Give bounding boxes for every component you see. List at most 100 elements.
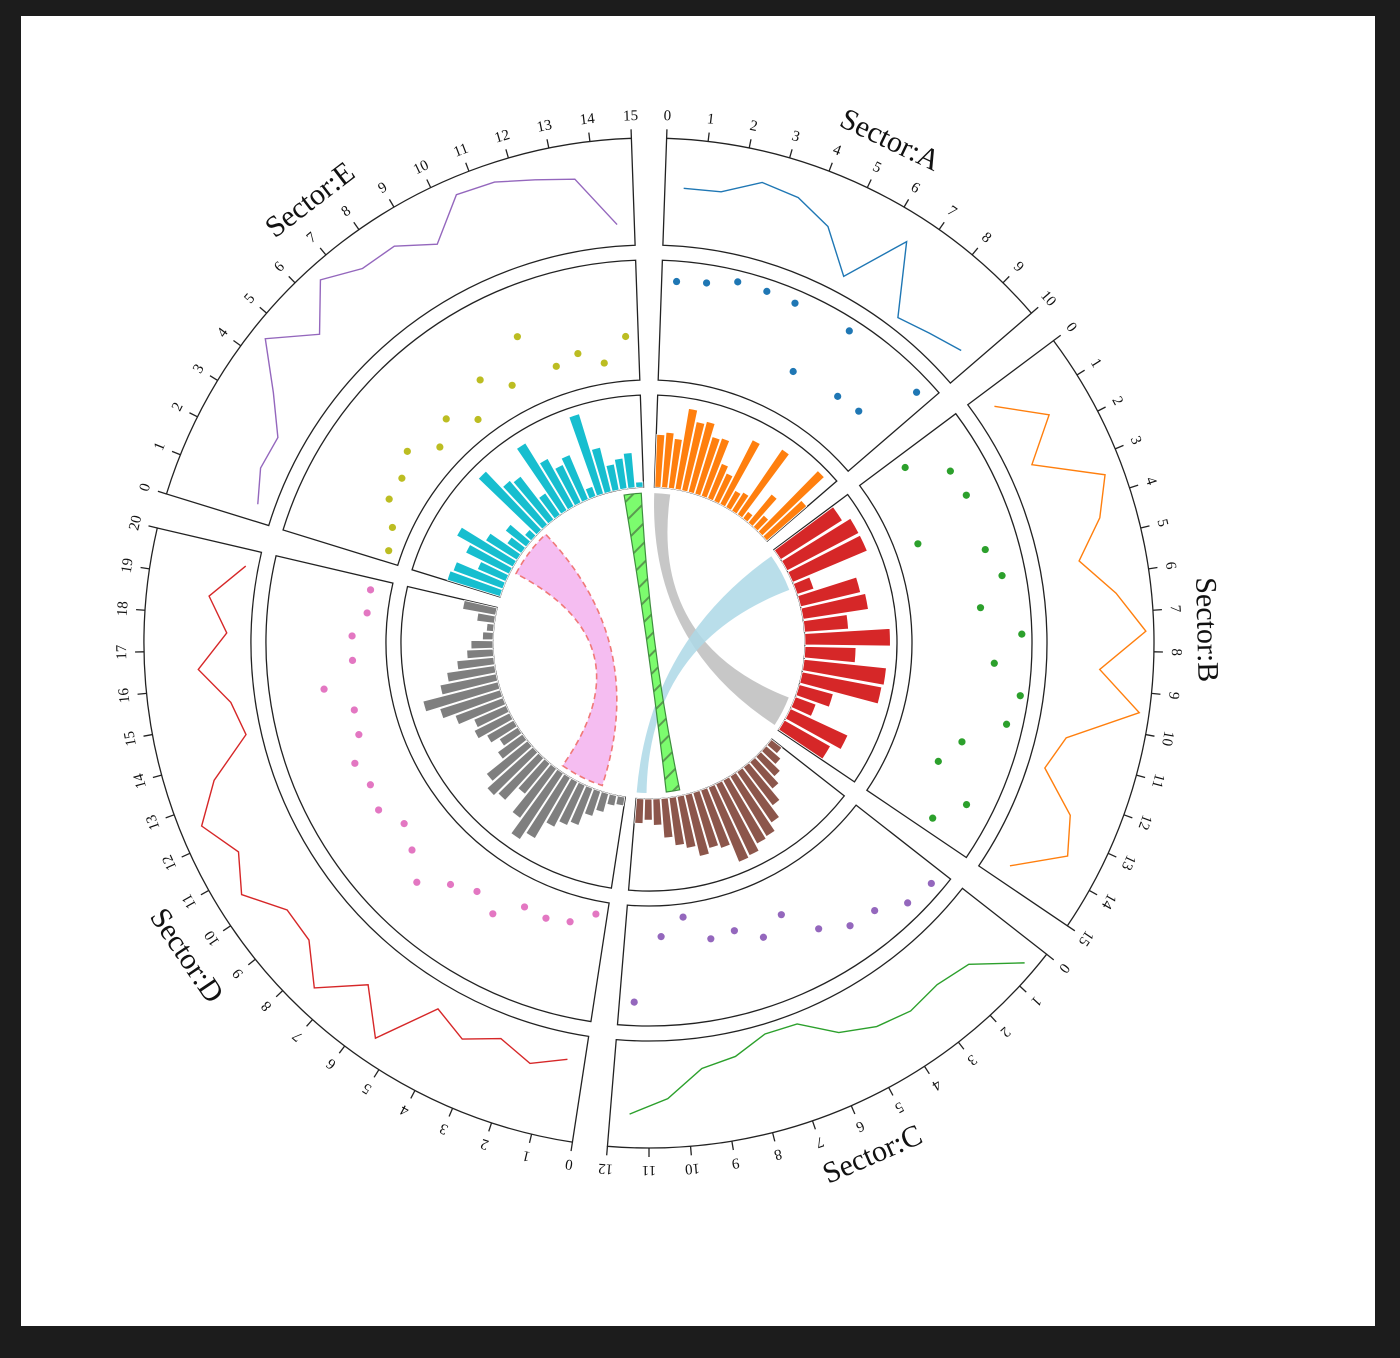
sector-d-bar	[486, 746, 539, 797]
sector-e-bar	[456, 526, 517, 568]
sector-a-tick-label: 2	[748, 118, 759, 135]
sector-d-tick-label: 4	[397, 1101, 412, 1119]
sector-c-tick	[771, 1132, 776, 1142]
sector-e-bar	[446, 570, 503, 598]
sector-d-bar	[473, 704, 510, 729]
sector-b-tick-label: 0	[1062, 320, 1079, 336]
sector-e-tick	[505, 149, 510, 159]
sector-e-tick	[546, 139, 550, 149]
sector-c-bar	[700, 787, 731, 849]
sector-e-bar	[523, 528, 537, 542]
sector-e-point	[508, 381, 516, 389]
sector-d-bar	[545, 777, 579, 828]
sector-c-tick-label: 8	[772, 1145, 783, 1162]
sector-e-bar	[465, 543, 513, 575]
sector-a-bar	[667, 437, 683, 490]
sector-d-tick	[148, 525, 158, 529]
sector-d-point	[363, 609, 371, 617]
sector-b-tick	[1145, 733, 1155, 737]
sector-c-point	[815, 925, 823, 933]
sector-d-tick-label: 11	[179, 891, 200, 911]
sector-a-bar	[674, 408, 699, 491]
sector-b-tick-label: 6	[1162, 561, 1179, 571]
sector-a-bar	[661, 431, 675, 489]
sector-d-bar	[583, 788, 602, 817]
sector-b-bar	[773, 506, 844, 561]
sector-d-bar	[446, 665, 497, 683]
sector-b-tick-label: 3	[1127, 434, 1145, 447]
sector-d-tick-label: 8	[258, 998, 275, 1014]
links-layer	[514, 492, 790, 793]
sector-c-bar	[715, 780, 760, 857]
sector-b-tick	[1140, 525, 1150, 529]
sector-c-points-track	[616, 804, 952, 1027]
sector-e-point	[385, 547, 393, 555]
sector-a-tick-label: 9	[1010, 259, 1027, 276]
sector-c-bar	[676, 794, 697, 849]
sector-a-tick	[971, 247, 979, 256]
sector-b-bar	[802, 614, 849, 633]
sector-d-tick-label: 12	[159, 852, 180, 872]
sector-b-bar	[792, 576, 815, 595]
sector-d-tick	[143, 733, 153, 737]
sector-d-tick-label: 7	[289, 1027, 306, 1044]
sector-d-tick-label: 1	[521, 1147, 532, 1164]
sector-d-tick-label: 20	[126, 514, 145, 532]
sector-b-point	[1016, 692, 1024, 700]
sector-b-point	[962, 800, 971, 809]
sector-c-tick	[923, 1065, 930, 1075]
sector-e-tick	[588, 132, 591, 142]
sector-b-tick-label: 7	[1167, 605, 1183, 614]
sector-e-bar	[605, 463, 620, 492]
sector-d-tick	[306, 1019, 314, 1027]
sector-e-bar	[452, 561, 506, 590]
sector-a-tick	[707, 132, 710, 142]
sector-d-label: Sector:D	[143, 902, 230, 1009]
sector-a-line-series	[683, 181, 962, 352]
sector-d-tick	[570, 1142, 574, 1152]
sector-d-bar	[470, 640, 494, 650]
sector-c-bar	[742, 762, 781, 807]
sector-d-point	[348, 632, 356, 640]
sector-c-line-track	[606, 887, 1048, 1149]
sector-d-tick-label: 14	[131, 771, 150, 790]
sector-e-point	[513, 333, 521, 341]
sector-e-bar	[504, 523, 532, 548]
sector-b-bar	[800, 593, 869, 620]
sector-a-bar	[700, 437, 731, 499]
sector-d-tick	[410, 1090, 416, 1099]
sector-c-point	[657, 933, 665, 941]
sector-b-tick	[1123, 814, 1133, 819]
sector-b-tick	[1067, 925, 1076, 932]
sector-e-bar	[512, 475, 555, 525]
sector-c-bar	[736, 767, 781, 824]
sector-e-tick	[209, 375, 218, 381]
sector-c-tick-label: 10	[684, 1160, 700, 1177]
sector-a-bar	[713, 472, 734, 505]
sector-a-point	[855, 407, 863, 415]
sector-a-point	[672, 277, 681, 286]
sector-b-tick	[1076, 369, 1085, 376]
sector-c-point	[630, 998, 638, 1006]
sector-e-tick-label: 0	[137, 482, 155, 494]
sector-a-points-track	[657, 259, 940, 473]
sector-d-bar	[525, 773, 572, 840]
sector-c-tick-label: 12	[597, 1160, 613, 1177]
sector-d-tick	[247, 958, 256, 966]
sector-d-tick-label: 5	[360, 1080, 375, 1098]
sector-d-bar	[595, 791, 610, 813]
sector-d-tick	[338, 1045, 346, 1054]
sector-a-bar	[694, 436, 721, 497]
sector-a-bar	[762, 499, 808, 542]
sector-d-point	[366, 586, 375, 594]
sector-d-tick-label: 18	[115, 601, 132, 617]
sector-c-tick	[689, 1146, 692, 1156]
chart-panel: 0 1 2 3 4 5 6 7 8 9 10 0 1 2 3 4 5 6 7 8 9 10 11 12 13 14 15 0 1 2 3 4 5…	[21, 16, 1375, 1326]
sector-e-tick	[319, 247, 327, 256]
sector-d-points-track	[265, 554, 610, 1023]
sector-c-point	[846, 922, 854, 930]
sector-d-point	[446, 880, 455, 889]
sector-c-point	[871, 907, 879, 915]
sector-d-tick-label: 2	[479, 1135, 491, 1153]
sector-d-tick-label: 16	[116, 687, 133, 704]
